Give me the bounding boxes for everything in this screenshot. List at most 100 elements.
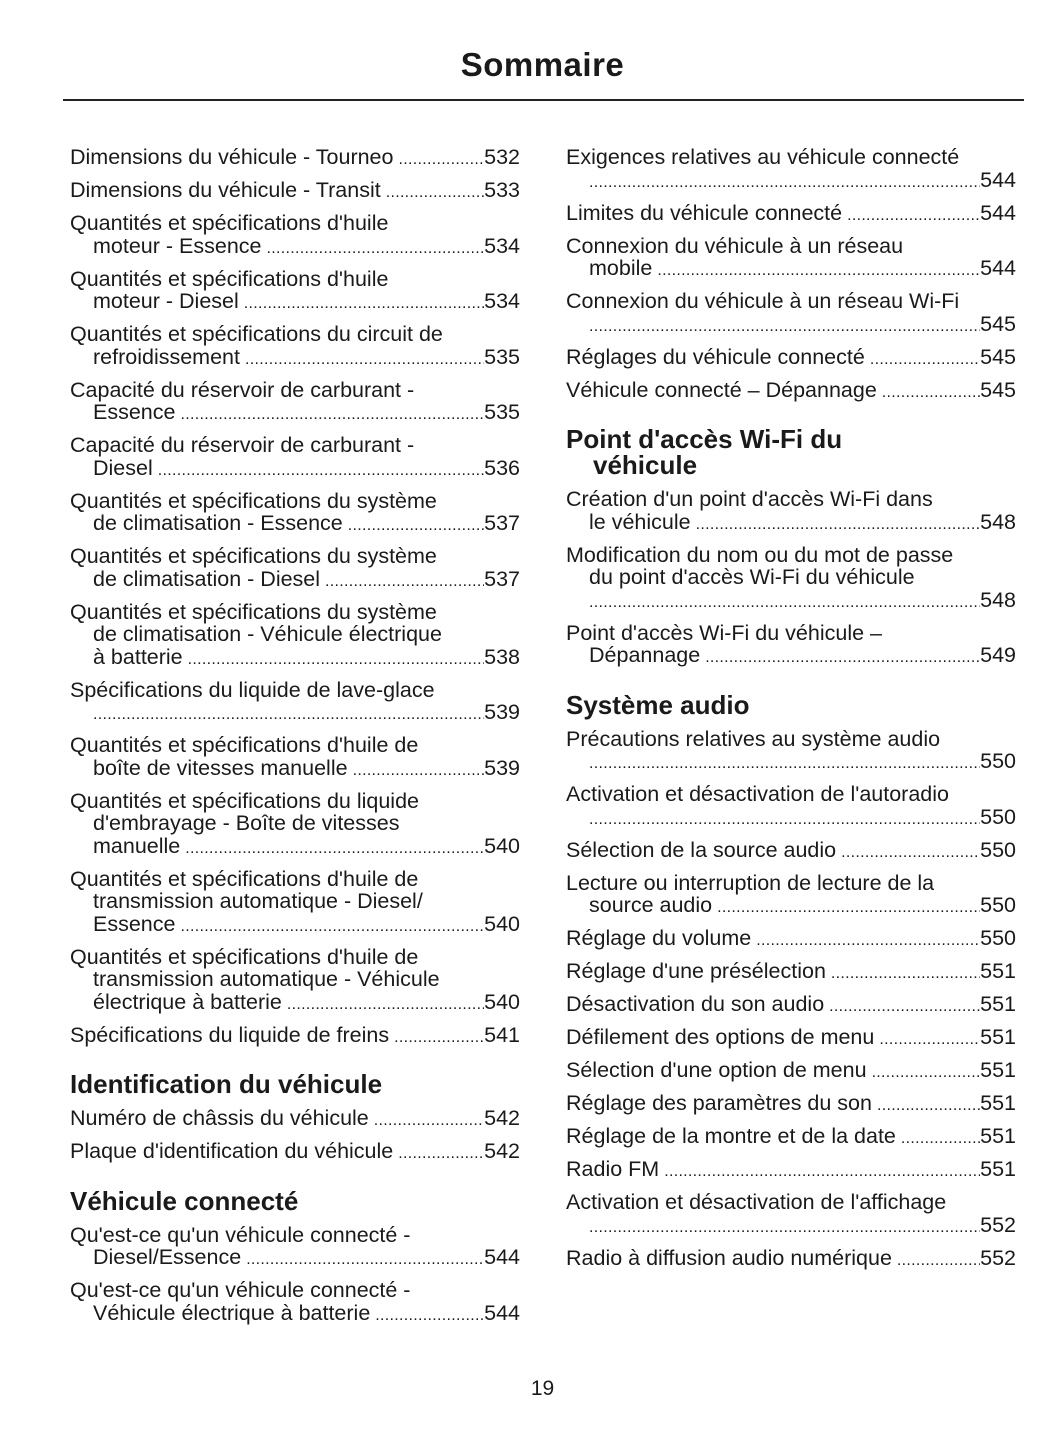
toc-entry[interactable]: Spécifications du liquide de lave-glace 5… (70, 677, 520, 727)
toc-entry[interactable]: Quantités et spécifications du système de… (70, 545, 520, 593)
toc-entry[interactable]: Quantités et spécifications d'huile moteu… (70, 267, 520, 316)
toc-entry[interactable]: Plaque d'identification du véhicule 542 (70, 1140, 520, 1166)
toc-entry[interactable]: Quantités et spécifications d'huile moteu… (70, 212, 520, 260)
toc-page-number: 537 (484, 566, 520, 591)
toc-entry[interactable]: Lecture ou interruption de lecture de la… (566, 871, 1016, 920)
dot-leader (374, 1110, 484, 1133)
toc-entry-title: Plaque d'identification du véhicule (70, 1139, 394, 1163)
toc-page-number: 551 (980, 959, 1016, 983)
toc-page-number: 539 (484, 755, 520, 780)
toc-entry[interactable]: Radio FM 551 (566, 1158, 1016, 1184)
toc-entry[interactable]: Précautions relatives au système audio 55… (566, 727, 1016, 776)
toc-page-number: 551 (980, 1157, 1016, 1181)
toc-entry[interactable]: Sélection d'une option de menu 551 (566, 1059, 1016, 1085)
toc-page-number: 534 (484, 289, 520, 313)
toc-entry[interactable]: Quantités et spécifications du circuit d… (70, 323, 520, 371)
toc-entry-title: transmission automatique - Véhicule (93, 967, 440, 991)
toc-entry-title: Capacité du réservoir de carburant - (70, 433, 415, 457)
toc-entry[interactable]: Création d'un point d'accès Wi-Fi dans le… (566, 488, 1016, 536)
toc-page-number: 551 (980, 992, 1016, 1016)
toc-entry[interactable]: Capacité du réservoir de carburant - Esse… (70, 377, 520, 427)
toc-entry[interactable]: Quantités et spécifications d'huile de bo… (70, 734, 520, 782)
toc-entry-title: Essence (93, 911, 176, 936)
toc-entry-title: refroidissement (93, 344, 240, 369)
section-heading-line: véhicule (593, 450, 698, 480)
toc-entry[interactable]: Dimensions du véhicule - Transit 533 (70, 179, 520, 205)
toc-entry[interactable]: Défilement des options de menu 551 (566, 1026, 1016, 1052)
toc-entry[interactable]: Connexion du véhicule à un réseau Wi-Fi 5… (566, 290, 1016, 338)
dot-leader (589, 753, 980, 776)
toc-entry-title: Création d'un point d'accès Wi-Fi dans (566, 487, 933, 511)
section-heading-line: Système audio (566, 689, 750, 720)
toc-entry[interactable]: Exigences relatives au véhicule connecté… (566, 146, 1016, 194)
toc-entry[interactable]: Capacité du réservoir de carburant - Dies… (70, 434, 520, 482)
toc-entry-title: Quantités et spécifications d'huile de (70, 944, 419, 969)
toc-entry[interactable]: Quantités et spécifications d'huile de tr… (70, 944, 520, 1017)
toc-entry[interactable]: Dimensions du véhicule - Tourneo 532 (70, 146, 520, 172)
section-heading-line: Point d'accès Wi-Fi du (566, 424, 843, 454)
toc-entry[interactable]: Réglages du véhicule connecté 545 (566, 345, 1016, 372)
section-heading-line: Véhicule connecté (70, 1185, 299, 1216)
toc-entry[interactable]: Véhicule connecté – Dépannage 545 (566, 378, 1016, 405)
toc-entry-title: Exigences relatives au véhicule connecté (566, 145, 960, 169)
toc-page-number: 551 (980, 1091, 1016, 1115)
dot-leader (657, 260, 980, 283)
section-heading: Véhicule connecté (70, 1188, 520, 1214)
toc-entry-title: Sélection d'une option de menu (566, 1058, 867, 1082)
toc-entry[interactable]: Sélection de la source audio 550 (566, 837, 1016, 865)
dot-leader (882, 382, 980, 405)
toc-entry-title: Quantités et spécifications du système (70, 544, 437, 568)
toc-entry[interactable]: Quantités et spécifications du système de… (70, 600, 520, 672)
toc-entry-title: Activation et désactivation de l'autorad… (566, 782, 949, 806)
toc-entry[interactable]: Limites du véhicule connecté 544 (566, 201, 1016, 228)
toc-entry-title: Spécifications du liquide de lave-glace (70, 677, 435, 702)
toc-entry-title: Quantités et spécifications du circuit d… (70, 322, 443, 346)
toc-entry[interactable]: Qu'est-ce qu'un véhicule connecté - Diese… (70, 1223, 520, 1272)
toc-entry[interactable]: Réglage d'une présélection 551 (566, 960, 1016, 986)
toc-page-number: 540 (484, 911, 520, 936)
toc-entry-title: moteur - Diesel (93, 289, 239, 313)
toc-entry-title: Numéro de châssis du véhicule (70, 1106, 369, 1130)
dot-leader (831, 963, 980, 986)
toc-page-number: 539 (484, 700, 520, 724)
toc-entry-title: de climatisation - Diesel (93, 566, 321, 591)
toc-entry-title: Réglage d'une présélection (566, 959, 826, 983)
toc-entry[interactable]: Désactivation du son audio 551 (566, 993, 1016, 1019)
toc-entry[interactable]: Point d'accès Wi-Fi du véhicule – Dépanna… (566, 620, 1016, 670)
toc-entry[interactable]: Réglage des paramètres du son 551 (566, 1092, 1016, 1118)
toc-entry[interactable]: Réglage du volume 550 (566, 927, 1016, 953)
dot-leader (375, 1305, 484, 1328)
dot-leader (353, 760, 485, 783)
toc-entry[interactable]: Numéro de châssis du véhicule 542 (70, 1107, 520, 1133)
toc-entry[interactable]: Radio à diffusion audio numérique 552 (566, 1245, 1016, 1273)
section-heading: Point d'accès Wi-Fi du véhicule (566, 426, 1016, 478)
toc-entry[interactable]: Activation et désactivation de l'autorad… (566, 783, 1016, 831)
toc-entry-title: Diesel/Essence (93, 1245, 242, 1269)
toc-entry[interactable]: Quantités et spécifications du système de… (70, 489, 520, 538)
toc-entry-title: boîte de vitesses manuelle (93, 755, 348, 780)
toc-entry-title: Radio à diffusion audio numérique (566, 1245, 892, 1270)
toc-entry-title: Point d'accès Wi-Fi du véhicule – (566, 620, 882, 645)
toc-entry[interactable]: Quantités et spécifications du liquide d'… (70, 788, 520, 861)
toc-page-number: 542 (484, 1139, 520, 1163)
toc-entry-title: Capacité du réservoir de carburant - (70, 377, 415, 402)
toc-entry[interactable]: Qu'est-ce qu'un véhicule connecté - Véhic… (70, 1279, 520, 1327)
dot-leader (386, 182, 484, 205)
toc-entry[interactable]: Activation et désactivation de l'afficha… (566, 1191, 1016, 1239)
toc-entry[interactable]: Réglage de la montre et de la date 551 (566, 1125, 1016, 1151)
dot-leader (877, 1095, 980, 1118)
toc-page-number: 552 (980, 1212, 1016, 1237)
toc-entry[interactable]: Spécifications du liquide de freins 541 (70, 1022, 520, 1050)
toc-entry[interactable]: Quantités et spécifications d'huile de tr… (70, 866, 520, 939)
toc-entry-title: Dimensions du véhicule - Transit (70, 178, 381, 202)
toc-entry-title: Quantités et spécifications d'huile de (70, 866, 419, 891)
dot-leader (266, 238, 484, 261)
toc-entry-title: Essence (93, 400, 176, 424)
toc-entry-title: Diesel (93, 455, 153, 480)
toc-entry-title: Spécifications du liquide de freins (70, 1022, 390, 1047)
toc-entry-title: Quantités et spécifications du liquide (70, 788, 419, 813)
toc-entry[interactable]: Modification du nom ou du mot de passe du… (566, 543, 1016, 615)
toc-entry-title: Sélection de la source audio (566, 837, 837, 862)
dot-leader (829, 996, 980, 1019)
